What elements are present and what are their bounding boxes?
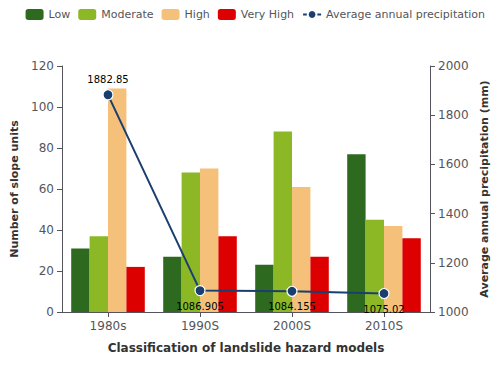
svg-text:1086.905: 1086.905 — [176, 301, 224, 312]
svg-text:1980s: 1980s — [90, 319, 127, 333]
svg-text:Classification of landslide ha: Classification of landslide hazard model… — [108, 341, 385, 355]
svg-text:1200: 1200 — [438, 256, 469, 270]
svg-text:0: 0 — [46, 305, 54, 319]
svg-text:1000: 1000 — [438, 305, 469, 319]
svg-text:Number of slope units: Number of slope units — [8, 120, 21, 258]
svg-text:40: 40 — [39, 223, 54, 237]
svg-text:80: 80 — [39, 141, 54, 155]
svg-text:1084.155: 1084.155 — [268, 301, 316, 312]
svg-text:Low: Low — [49, 8, 71, 21]
svg-text:Average annual precipitation: Average annual precipitation — [326, 8, 485, 21]
svg-text:1990S: 1990S — [181, 319, 219, 333]
svg-text:Very High: Very High — [241, 8, 294, 21]
svg-text:1600: 1600 — [438, 157, 469, 171]
svg-text:1400: 1400 — [438, 207, 469, 221]
svg-text:1800: 1800 — [438, 108, 469, 122]
svg-text:120: 120 — [31, 59, 54, 73]
svg-text:High: High — [185, 8, 210, 21]
svg-text:2000: 2000 — [438, 59, 469, 73]
svg-text:2010S: 2010S — [365, 319, 403, 333]
svg-text:Moderate: Moderate — [101, 8, 154, 21]
svg-text:2000S: 2000S — [273, 319, 311, 333]
svg-text:1882.85: 1882.85 — [87, 74, 128, 85]
svg-text:100: 100 — [31, 100, 54, 114]
svg-text:Average annual precipitation (: Average annual precipitation (mm) — [478, 80, 491, 297]
svg-text:1075.02: 1075.02 — [363, 304, 404, 315]
svg-text:20: 20 — [39, 264, 54, 278]
svg-text:60: 60 — [39, 182, 54, 196]
